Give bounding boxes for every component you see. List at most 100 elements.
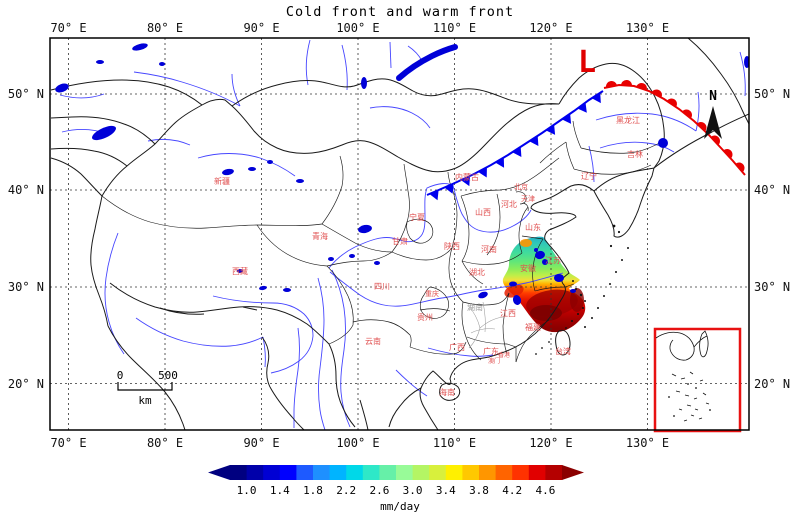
lat-tick-left: 40° N: [7, 183, 44, 197]
yangtze-river: [329, 271, 564, 307]
colorbar-segment: [412, 465, 430, 480]
province-label: 山东: [525, 223, 541, 232]
colorbar-right-arrow: [562, 465, 584, 480]
mekong-river: [331, 269, 351, 428]
qinghai-lake: [358, 224, 372, 234]
inset-taiwan: [699, 330, 709, 358]
north-arrow-label: N: [709, 89, 717, 104]
province-label: 山西: [475, 208, 491, 217]
lon-tick-bottom: 110° E: [432, 436, 477, 450]
cold-front-triangle: [577, 102, 587, 113]
colorbar-segment: [346, 465, 364, 480]
warm-front-semicircle: [696, 122, 707, 132]
korea-coast: [593, 167, 655, 238]
colorbar-left-arrow: [208, 465, 230, 480]
lat-tick-right: 30° N: [754, 280, 791, 294]
warm-front-semicircle: [735, 162, 745, 173]
colorbar-segment: [462, 465, 480, 480]
province-label: 台湾: [555, 347, 571, 356]
province-boundaries: [101, 120, 664, 363]
colorbar-segment: [445, 465, 463, 480]
warm-front-semicircle: [710, 135, 720, 146]
colorbar-segment: [296, 465, 314, 480]
lake-balkhash: [92, 125, 116, 141]
province-label: 黑龙江: [616, 116, 640, 125]
lakes: [55, 43, 749, 305]
cold-front-triangle: [460, 175, 471, 187]
warm-front-semicircle: [682, 109, 693, 119]
south-china-sea-inset: [653, 327, 742, 433]
colorbar-tick-label: 3.4: [435, 484, 456, 497]
low-pressure-symbol: L: [578, 45, 597, 80]
colorbar-segment: [429, 465, 447, 480]
colorbar: [208, 465, 584, 480]
fronts: [426, 80, 746, 201]
lat-tick-left: 30° N: [7, 280, 44, 294]
warm-front: [603, 80, 746, 176]
taihu-lake: [554, 274, 564, 282]
colorbar-tick-label: 4.6: [535, 484, 556, 497]
hainan-island: [439, 382, 461, 401]
lon-tick-top: 80° E: [146, 21, 184, 35]
poyang-lake: [512, 295, 522, 305]
lat-tick-left: 20° N: [7, 376, 44, 391]
province-label: 辽宁: [581, 172, 597, 181]
map-frame: [49, 37, 750, 431]
dongting-lake: [478, 291, 488, 299]
warm-front-semicircle: [621, 80, 632, 86]
lon-tick-bottom: 70° E: [50, 436, 87, 450]
scale-bar-start: 0: [116, 369, 124, 382]
province-label: 澳门: [487, 359, 501, 365]
colorbar-segment: [313, 465, 330, 480]
hunan-grey-boundaries: [467, 301, 504, 349]
colorbar-segment: [479, 465, 496, 480]
province-label: 陕西: [444, 242, 460, 251]
cold-front-triangle: [561, 113, 572, 124]
province-label: 湖南: [467, 303, 483, 312]
precip-orange-patch-north: [520, 239, 532, 247]
cold-front: [426, 90, 604, 201]
colorbar-tick-label: 1.0: [236, 484, 257, 497]
china-coastline: [419, 184, 595, 430]
province-label: 天津: [521, 196, 535, 203]
province-label: 甘肃: [392, 237, 408, 246]
province-label: 吉林: [627, 150, 643, 159]
warm-front-semicircle: [666, 98, 677, 108]
colorbar-segment: [495, 465, 513, 480]
colorbar-segment: [279, 465, 297, 480]
province-label: 福建: [525, 323, 541, 332]
province-label: 湖北: [469, 268, 485, 277]
cold-front-triangle: [545, 124, 556, 135]
lon-tick-top: 100° E: [336, 21, 380, 35]
lon-tick-bottom: 120° E: [529, 436, 573, 450]
warm-front-semicircle: [651, 89, 662, 98]
province-label: 宁夏: [409, 213, 425, 222]
precip-maximum-core-inner: [530, 305, 562, 321]
lon-tick-bottom: 80° E: [146, 436, 184, 450]
lon-tick-bottom: 90° E: [243, 436, 280, 450]
lon-tick-bottom: 100° E: [336, 436, 380, 450]
lon-tick-top: 70° E: [50, 21, 87, 35]
colorbar-tick-label: 1.8: [303, 484, 323, 497]
coastlines-borders: [50, 38, 749, 430]
figure-title: Cold front and warm front: [285, 4, 515, 20]
lat-tick-right: 20° N: [754, 376, 791, 391]
lon-tick-top: 90° E: [243, 21, 280, 35]
lon-tick-top: 130° E: [625, 21, 670, 35]
lon-tick-top: 110° E: [432, 21, 477, 35]
province-label: 云南: [365, 337, 381, 346]
cold-front-triangle: [591, 92, 601, 104]
lake-khanka: [658, 138, 668, 148]
yellow-river: [354, 183, 532, 248]
lat-tick-left: 50° N: [7, 87, 44, 101]
province-label: 安徽: [520, 264, 536, 273]
colorbar-tick-label: 3.0: [402, 484, 423, 497]
colorbar-segment: [379, 465, 397, 480]
scale-bar-unit: km: [138, 394, 152, 407]
province-label: 北京: [514, 184, 528, 191]
hongze-lake: [535, 250, 545, 260]
warm-front-semicircle: [723, 149, 733, 159]
scale-bar-end: 500: [158, 369, 178, 382]
cold-front-triangle: [495, 157, 505, 168]
